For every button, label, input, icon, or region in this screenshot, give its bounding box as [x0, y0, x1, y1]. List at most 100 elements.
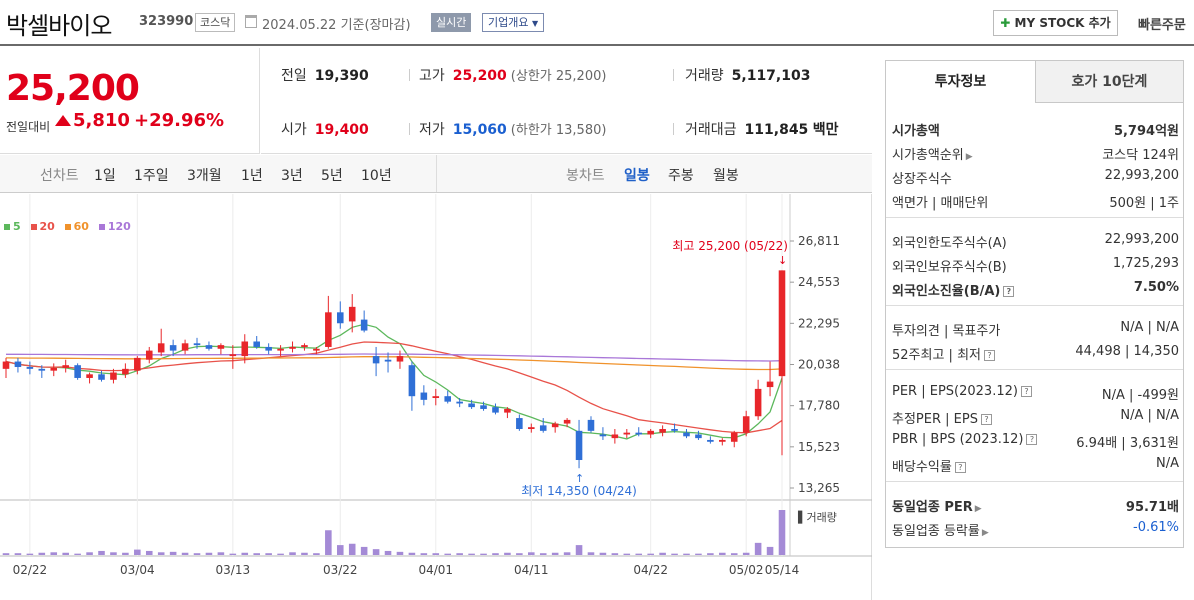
period-1d[interactable]: 1일: [94, 168, 116, 184]
volume-bar: [683, 553, 690, 555]
ma-line-5: [5, 323, 783, 440]
x-tick-label: 04/01: [418, 563, 453, 577]
investment-info-panel: 투자정보 호가 10단계 시가총액 5,794억원 시가총액순위 ▶ 코스닥 124위 상…: [885, 60, 1184, 548]
candle-body: [86, 374, 93, 378]
info-label: 시가총액순위 ▶: [892, 148, 973, 163]
volume-bar: [253, 553, 260, 555]
legend-ma60: 60: [64, 220, 89, 233]
corp-info-dropdown[interactable]: 기업개요 ▼: [482, 13, 545, 32]
help-icon[interactable]: ?: [1026, 434, 1038, 445]
volume-bar: [599, 552, 607, 555]
candle-body: [730, 432, 738, 442]
quick-order-link[interactable]: 빠른주문: [1138, 18, 1186, 33]
candle-body: [74, 365, 81, 378]
help-icon[interactable]: ?: [954, 462, 966, 473]
candle-body: [575, 430, 583, 461]
low-arrow-icon: ↑: [575, 472, 584, 485]
y-tick-label: 22,295: [798, 316, 840, 330]
info-label: 동일업종 등락률 ▶: [892, 524, 989, 539]
volume-bar: [26, 553, 34, 555]
volume-bar: [766, 546, 774, 555]
volume-bar: [122, 552, 129, 555]
realtime-button[interactable]: 실시간: [431, 13, 472, 32]
y-tick-label: 15,523: [798, 440, 840, 454]
candle-body: [504, 408, 511, 413]
candle-monthly[interactable]: 월봉: [713, 168, 739, 184]
candle-body: [563, 419, 571, 424]
high-annotation: 최고 25,200 (05/22): [672, 239, 788, 253]
info-value: 500원 | 1주: [1109, 196, 1179, 211]
arrow-right-icon[interactable]: ▶: [981, 528, 989, 538]
help-icon[interactable]: ?: [980, 414, 992, 425]
volume-bar: [325, 530, 332, 555]
volume-bar: [193, 553, 201, 555]
candle-body: [325, 312, 332, 347]
volume-bar: [289, 552, 296, 555]
help-icon[interactable]: ?: [1003, 286, 1015, 297]
legend-ma120: 120: [98, 220, 131, 233]
candle-body: [444, 396, 452, 402]
period-5y[interactable]: 5년: [321, 168, 343, 184]
volume-bar: [169, 551, 177, 555]
info-label: PBR | BPS (2023.12)?: [892, 432, 1038, 447]
volume-bar: [396, 551, 404, 555]
y-tick-label: 24,553: [798, 275, 840, 289]
volume-bar: [360, 546, 368, 555]
period-3y[interactable]: 3년: [281, 168, 303, 184]
period-1y[interactable]: 1년: [241, 168, 263, 184]
candle-body: [492, 407, 499, 413]
info-value: 7.50%: [1133, 280, 1179, 295]
info-row: 동일업종 PER ▶ 95.71배: [892, 496, 1179, 516]
candle-body: [384, 359, 392, 362]
tab-order-book[interactable]: 호가 10단계: [1035, 61, 1183, 103]
tab-investment-info[interactable]: 투자정보: [886, 61, 1035, 103]
period-10y[interactable]: 10년: [361, 168, 392, 184]
info-value: 6.94배 | 3,631원: [1076, 436, 1179, 451]
stock-code: 323990: [139, 14, 194, 29]
volume-bar: [98, 550, 105, 555]
candle-weekly[interactable]: 주봉: [668, 168, 694, 184]
volume-bar: [456, 553, 463, 555]
arrow-right-icon[interactable]: ▶: [974, 504, 982, 514]
info-label: PER | EPS(2023.12)?: [892, 384, 1032, 399]
candle-body: [683, 432, 690, 437]
ma-line-20: [5, 341, 783, 434]
x-tick-label: 05/14: [765, 563, 800, 577]
volume-bar: [719, 552, 726, 555]
candle-daily[interactable]: 일봉: [624, 168, 650, 184]
volume-bar: [551, 552, 559, 555]
x-tick-label: 02/22: [13, 563, 48, 577]
arrow-right-icon[interactable]: ▶: [965, 152, 973, 162]
candle-body: [110, 372, 117, 380]
stat-prev: 전일 19,390: [281, 68, 369, 84]
volume-bar: [528, 552, 535, 555]
volume-bar: [2, 553, 10, 555]
change-percent: +29.96%: [134, 110, 225, 131]
volume-bar: [539, 553, 547, 555]
volume-bar: [444, 553, 452, 555]
volume-bar: [86, 552, 93, 555]
legend-ma5: 5: [4, 220, 21, 233]
candle-body: [468, 403, 475, 408]
info-label: 52주최고 | 최저?: [892, 344, 995, 363]
candle-body: [181, 343, 189, 351]
volume-bar: [205, 552, 213, 555]
market-badge: 코스닥: [195, 13, 236, 32]
help-icon[interactable]: ?: [984, 350, 995, 361]
candle-body: [432, 396, 440, 399]
mystock-add-button[interactable]: ✚ MY STOCK 추가: [993, 10, 1118, 36]
info-label: 외국인보유주식수(B): [892, 260, 1007, 275]
candle-body: [599, 434, 607, 437]
candle-body: [277, 348, 284, 351]
volume-bar: [587, 552, 595, 555]
candle-body: [289, 346, 296, 349]
info-label: 동일업종 PER ▶: [892, 500, 982, 515]
volume-bar: [516, 553, 523, 555]
candle-body: [50, 367, 58, 371]
help-icon[interactable]: ?: [1020, 386, 1032, 397]
x-tick-label: 04/22: [633, 563, 668, 577]
stat-low: 저가 15,060 (하한가 13,580): [419, 122, 607, 138]
period-1w[interactable]: 1주일: [134, 168, 169, 184]
period-3m[interactable]: 3개월: [187, 168, 222, 184]
candle-body: [157, 343, 165, 353]
